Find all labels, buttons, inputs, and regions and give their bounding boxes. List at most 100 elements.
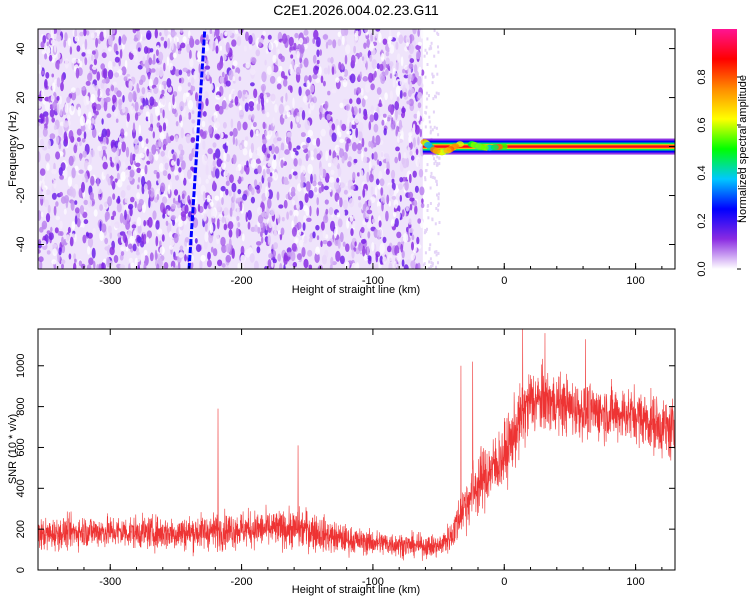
- noise-cell: [257, 214, 264, 224]
- noise-cell: [86, 49, 92, 55]
- noise-cell: [204, 43, 210, 52]
- noise-cell: [382, 96, 385, 108]
- noise-cell: [375, 33, 379, 39]
- noise-cell: [401, 250, 405, 259]
- noise-cell: [412, 137, 416, 148]
- noise-cell: [81, 181, 85, 193]
- noise-cell: [215, 104, 220, 112]
- noise-cell: [135, 153, 141, 164]
- noise-cell: [129, 235, 135, 244]
- noise-cell: [360, 88, 364, 96]
- noise-cell: [147, 217, 153, 228]
- noise-cell: [349, 215, 354, 222]
- noise-cell: [71, 57, 77, 64]
- noise-edge-cell: [430, 41, 433, 45]
- noise-cell: [378, 160, 382, 167]
- noise-cell: [90, 175, 95, 186]
- noise-cell: [403, 92, 407, 97]
- noise-cell: [323, 185, 329, 191]
- noise-cell: [261, 212, 267, 218]
- noise-cell: [201, 120, 206, 128]
- noise-cell: [322, 230, 326, 239]
- noise-cell: [38, 248, 41, 254]
- noise-cell: [241, 233, 245, 242]
- noise-edge-cell: [429, 175, 432, 179]
- noise-cell: [85, 80, 91, 86]
- noise-cell: [376, 200, 381, 208]
- noise-cell: [341, 123, 347, 131]
- noise-cell: [109, 246, 115, 256]
- noise-cell: [163, 40, 168, 49]
- noise-cell: [124, 197, 128, 204]
- noise-cell: [375, 135, 381, 146]
- noise-cell: [221, 216, 225, 224]
- noise-cell: [402, 233, 409, 243]
- noise-cell: [243, 45, 247, 52]
- noise-cell: [107, 177, 112, 186]
- noise-cell: [328, 207, 334, 215]
- noise-cell: [401, 176, 407, 182]
- noise-edge-cell: [432, 97, 435, 101]
- noise-cell: [389, 73, 393, 79]
- noise-cell: [374, 186, 378, 197]
- noise-edge-cell: [437, 92, 440, 96]
- noise-cell: [181, 214, 187, 222]
- noise-cell: [104, 201, 108, 208]
- noise-edge-cell: [428, 115, 431, 119]
- noise-cell: [79, 60, 83, 68]
- noise-cell: [408, 218, 412, 226]
- noise-cell: [216, 62, 222, 71]
- noise-cell: [242, 193, 248, 201]
- noise-cell: [298, 158, 302, 166]
- noise-cell: [210, 246, 214, 253]
- noise-cell: [337, 218, 343, 228]
- noise-cell: [52, 82, 56, 92]
- noise-cell: [53, 40, 59, 46]
- noise-cell: [173, 189, 179, 196]
- noise-cell: [318, 187, 322, 194]
- noise-cell: [107, 60, 113, 70]
- noise-cell: [357, 149, 362, 155]
- noise-cell: [197, 176, 202, 185]
- noise-cell: [376, 229, 381, 240]
- noise-cell: [335, 195, 340, 201]
- noise-cell: [188, 112, 192, 120]
- noise-cell: [178, 222, 183, 227]
- noise-cell: [375, 253, 379, 263]
- noise-cell: [209, 223, 214, 234]
- noise-cell: [296, 253, 302, 261]
- noise-cell: [180, 127, 184, 139]
- noise-cell: [91, 65, 97, 71]
- carrier-wobble: [490, 144, 499, 151]
- noise-cell: [180, 171, 185, 182]
- noise-cell: [95, 117, 100, 127]
- noise-edge-cell: [433, 250, 436, 254]
- noise-cell: [154, 29, 158, 39]
- noise-cell: [240, 161, 246, 167]
- noise-cell: [245, 248, 251, 258]
- noise-cell: [136, 184, 140, 190]
- noise-cell: [205, 98, 209, 107]
- noise-cell: [122, 107, 126, 114]
- noise-cell: [307, 129, 314, 137]
- noise-cell: [87, 246, 91, 255]
- snr-ytick-label: 0: [15, 567, 27, 573]
- noise-cell: [161, 89, 165, 95]
- noise-cell: [207, 251, 211, 261]
- noise-cell: [95, 110, 99, 116]
- noise-cell: [280, 227, 285, 236]
- noise-cell: [390, 219, 395, 227]
- noise-cell: [386, 194, 390, 205]
- noise-edge-cell: [438, 162, 441, 166]
- noise-cell: [144, 60, 149, 69]
- noise-cell: [205, 178, 209, 184]
- noise-cell: [236, 36, 242, 47]
- noise-cell: [126, 112, 130, 122]
- noise-cell: [395, 129, 398, 137]
- noise-cell: [395, 41, 399, 50]
- noise-cell: [417, 29, 420, 37]
- noise-cell: [409, 150, 413, 156]
- noise-cell: [48, 232, 54, 241]
- noise-cell: [243, 164, 247, 172]
- noise-cell: [300, 132, 306, 138]
